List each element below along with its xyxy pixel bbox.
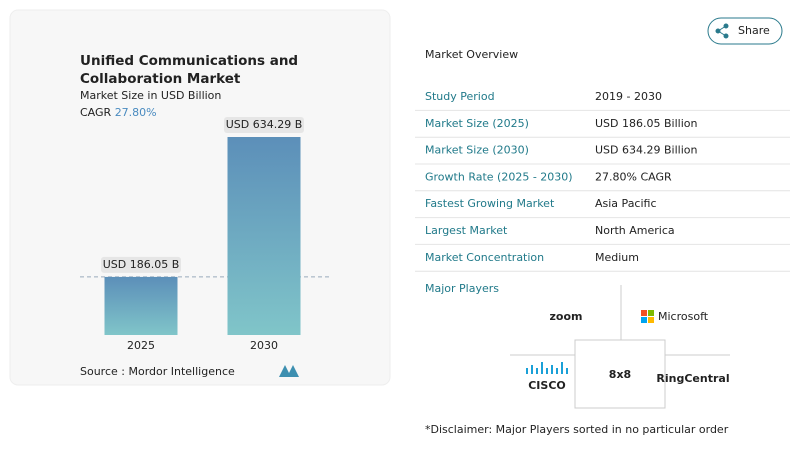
row-label: Market Size (2030) xyxy=(425,144,529,157)
logo-ringcentral: RingCentral xyxy=(656,372,729,385)
logo-zoom: zoom xyxy=(550,310,583,323)
value-label-bg xyxy=(101,256,181,273)
row-label: Largest Market xyxy=(425,224,508,237)
row-value: Asia Pacific xyxy=(595,197,657,210)
logo-microsoft: Microsoft xyxy=(658,310,709,323)
logo-cisco: CISCO xyxy=(528,379,566,392)
cagr-value: 27.80% xyxy=(115,106,157,119)
cisco-icon xyxy=(526,362,568,374)
x-tick-label: 2030 xyxy=(250,339,278,352)
row-label: Study Period xyxy=(425,90,495,103)
players-grid xyxy=(510,285,730,356)
row-value: USD 186.05 Billion xyxy=(595,117,697,130)
players-title: Major Players xyxy=(425,282,499,295)
chart-title: Unified Communications and xyxy=(80,53,298,69)
cagr-label: CAGR xyxy=(80,106,112,119)
row-value: 2019 - 2030 xyxy=(595,90,662,103)
featured-box xyxy=(574,339,666,409)
ms-icon xyxy=(641,310,654,323)
row-value: 27.80% CAGR xyxy=(595,170,672,183)
row-value: USD 634.29 Billion xyxy=(595,144,697,157)
source: Source : Mordor Intelligence xyxy=(80,365,235,378)
row-label: Growth Rate (2025 - 2030) xyxy=(425,170,573,183)
row-value: North America xyxy=(595,224,675,237)
share-icon xyxy=(715,23,729,39)
row-label: Market Concentration xyxy=(425,251,544,264)
chart-title-2: Collaboration Market xyxy=(80,71,241,87)
value-label-bg xyxy=(224,117,304,133)
overview-title: Market Overview xyxy=(425,48,518,61)
disclaimer: *Disclaimer: Major Players sorted in no … xyxy=(425,423,729,436)
x-tick-label: 2025 xyxy=(127,339,155,352)
row-label: Fastest Growing Market xyxy=(425,197,555,210)
logo-8x8: 8x8 xyxy=(609,368,631,381)
brand-logo xyxy=(279,365,299,377)
row-label: Market Size (2025) xyxy=(425,117,529,130)
value-label: USD 634.29 B xyxy=(226,118,303,131)
chart-subtitle: Market Size in USD Billion xyxy=(80,89,221,102)
bar xyxy=(227,137,301,335)
bar xyxy=(104,276,178,335)
value-label: USD 186.05 B xyxy=(103,258,180,271)
row-value: Medium xyxy=(595,251,639,264)
share-label[interactable]: Share xyxy=(738,24,770,37)
cagr: CAGR 27.80% xyxy=(80,106,157,119)
